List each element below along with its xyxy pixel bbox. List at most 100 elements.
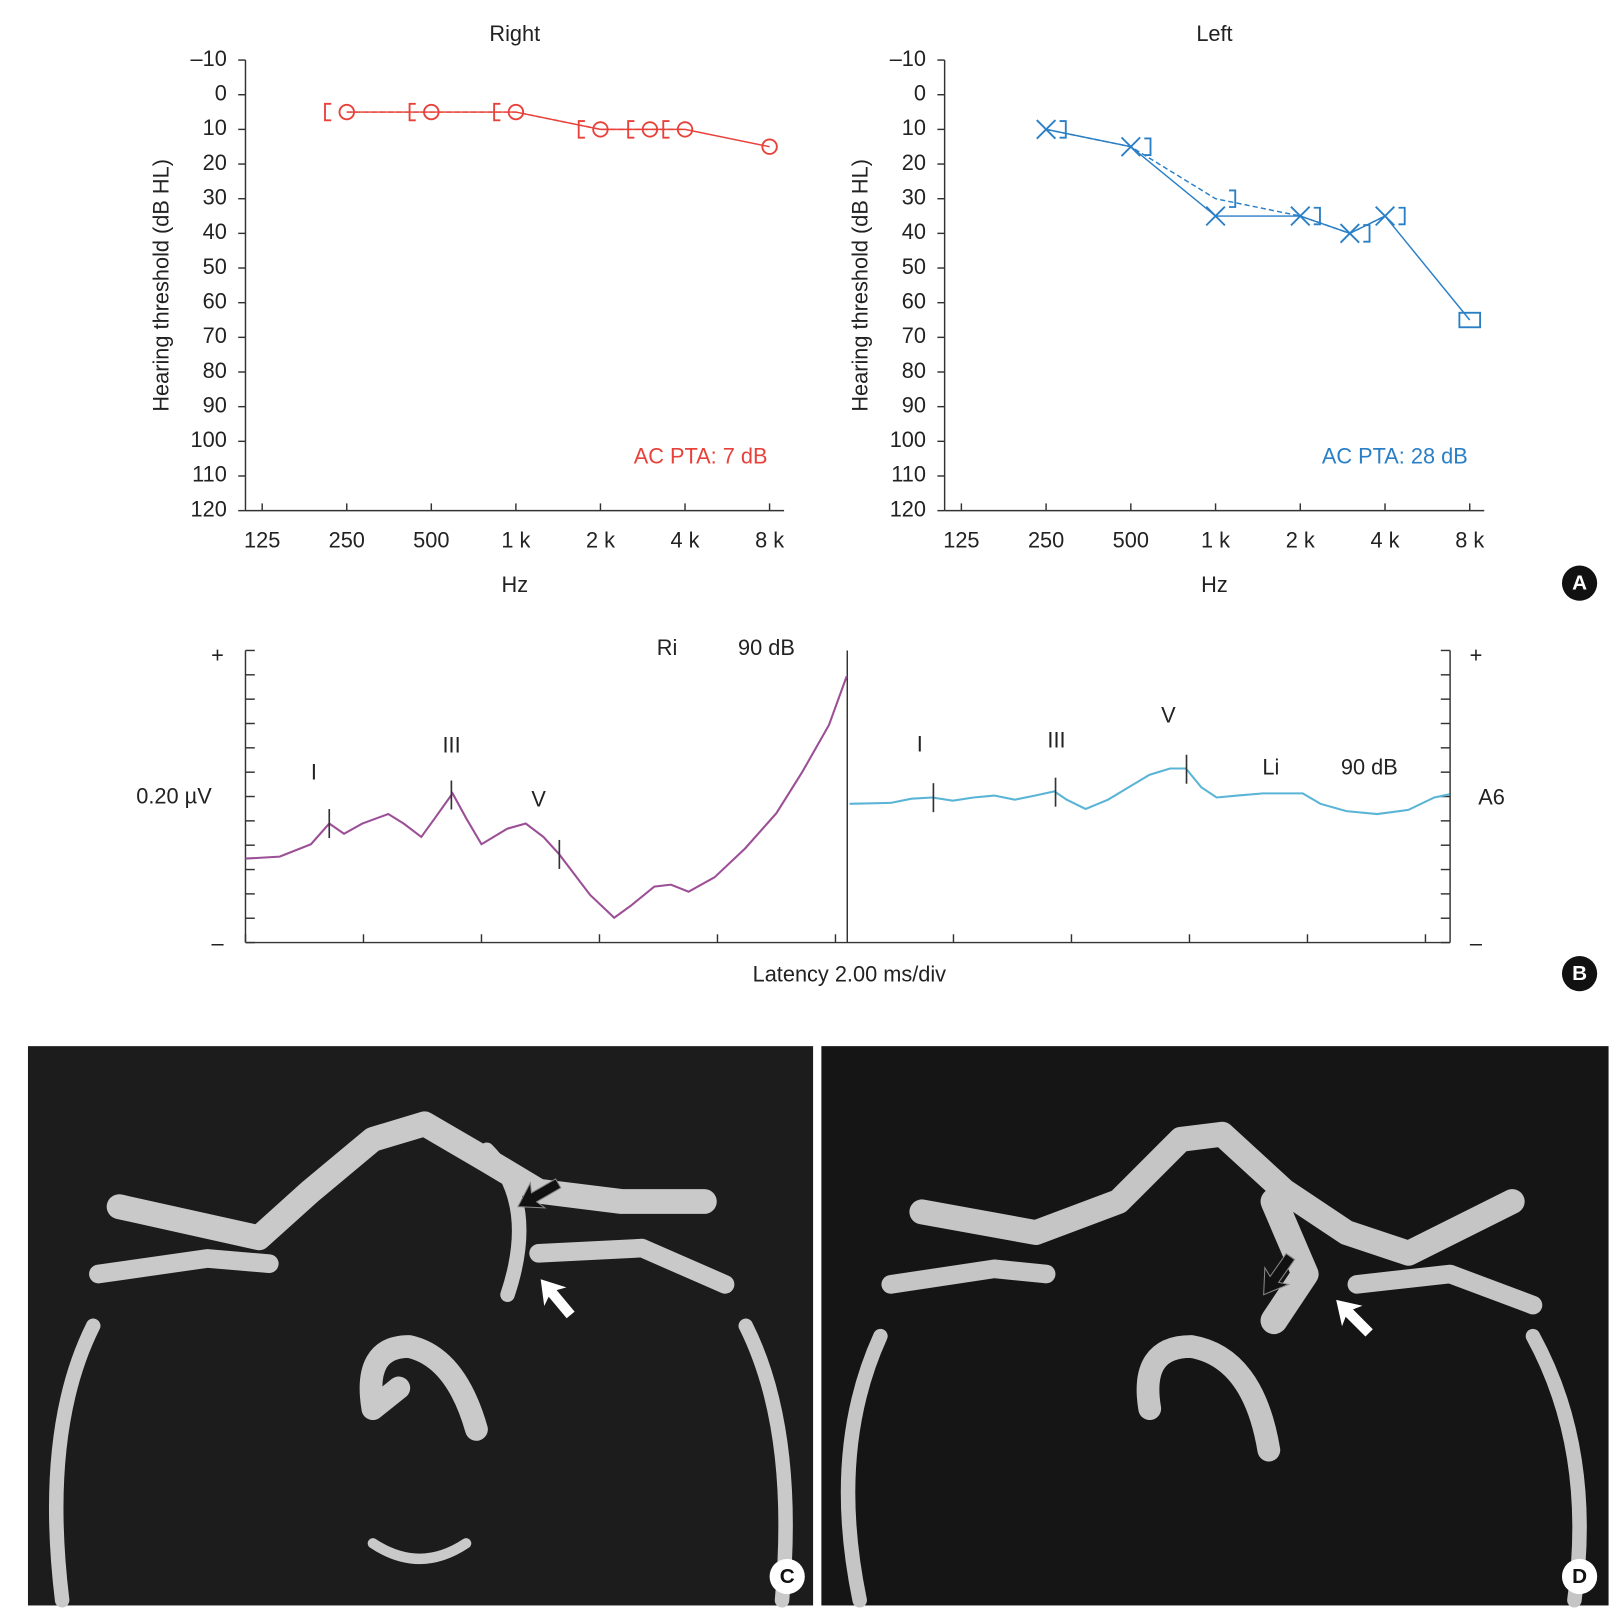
x-tick-label: 2 k [586,527,615,552]
bc-marker [324,102,332,122]
panel-label-badge [1561,1558,1598,1595]
y-tick-label: –10 [191,46,227,71]
x-tick-label: 2 k [1286,527,1315,552]
x-tick-label: 1 k [501,527,530,552]
x-axis-label: Hz [501,572,528,597]
annotation: AC PTA: 28 dB [1322,444,1468,469]
stimulus-level: 90 dB [1341,754,1398,779]
bc-marker [1229,189,1237,208]
peak-label: V [1161,703,1176,728]
channel-label: A6 [1478,784,1505,809]
chart-title: Left [1196,21,1232,46]
y-tick-label: 100 [191,427,227,452]
abr-trace [849,767,1450,816]
peak-label: I [917,732,923,757]
bc-marker [408,102,416,122]
y-tick-label: 0 [914,80,926,105]
x-tick-label: 125 [943,527,979,552]
canal [881,1259,1543,1315]
ac-marker [1036,119,1057,140]
x-tick-label: 8 k [755,527,784,552]
ac-marker [1375,206,1395,227]
mri-panel-c [27,1046,814,1606]
ac-marker [1458,311,1482,329]
y-tick-label: 40 [902,219,926,244]
x-tick-label: 250 [329,527,365,552]
mri-anatomy-c [48,1111,793,1608]
ac-marker [592,121,609,138]
y-tick-label: 40 [203,219,227,244]
y-tick-label: 90 [203,392,227,417]
y-tick-label: 90 [902,392,926,417]
bc-marker [627,120,635,139]
canal [89,1238,735,1294]
x-tick-label: 1 k [1201,527,1230,552]
x-tick-label: 4 k [671,527,700,552]
bc-marker [1398,206,1406,226]
bc-marker [577,120,585,139]
vermis [367,1538,472,1564]
stimulus-level: 90 dB [738,635,795,660]
x-tick-label: 250 [1028,527,1064,552]
y-tick-label: 10 [902,115,926,140]
y-tick-label: 80 [902,358,926,383]
y-tick-label: 0 [215,80,227,105]
panel-label-badge [1561,956,1598,992]
cistern [1260,1188,1319,1335]
panel-label-badge [769,1558,805,1595]
y-minus: – [1470,930,1483,955]
y-axis-label: Hearing threshold (dB HL) [148,159,173,412]
white-arrow [540,1279,575,1319]
peak-label: III [1047,727,1065,752]
y-tick-label: 50 [902,254,926,279]
panel-label: D [1572,1565,1587,1588]
x-tick-label: 500 [1113,527,1149,552]
mri-anatomy-d [840,1121,1587,1608]
peak-label: V [531,786,546,811]
bc-marker [1313,206,1321,226]
ac-marker [1290,206,1311,227]
y-tick-label: 120 [890,496,926,521]
brainstem [1136,1335,1281,1462]
y-tick-label: 70 [902,323,926,348]
y-tick-label: –10 [890,46,926,71]
y-axis-label: Hearing threshold (dB HL) [848,159,873,412]
black-arrow [517,1178,562,1209]
skull-edge [48,1318,793,1608]
x-tick-label: 4 k [1371,527,1400,552]
y-tick-label: 100 [890,427,926,452]
black-arrow [1263,1252,1296,1296]
bc-marker [1363,224,1371,243]
trace-name: Li [1262,754,1279,779]
y-tick-label: 10 [203,115,227,140]
y-plus: + [211,642,224,667]
y-tick-label: 50 [203,254,227,279]
y-tick-label: 30 [902,184,926,209]
ac-marker [761,138,778,155]
bc-marker [1059,120,1067,139]
white-arrow [1336,1299,1373,1337]
x-tick-label: 125 [244,527,280,552]
x-axis-label: Hz [1201,572,1228,597]
y-tick-label: 60 [902,288,926,313]
panel-label: B [1572,962,1587,985]
panel-label-badge [1561,565,1598,601]
bc-marker [662,120,670,139]
bc-line [346,111,686,131]
x-tick-label: 8 k [1455,527,1484,552]
bc-marker [493,102,501,122]
brainstem [359,1335,488,1441]
peak-label: I [311,759,317,784]
y-tick-label: 60 [203,288,227,313]
panel-label: C [780,1565,795,1588]
y-minus: – [211,930,224,955]
scale-label: 0.20 µV [136,783,212,808]
y-tick-label: 110 [192,462,227,487]
x-axis-label: Latency 2.00 ms/div [753,961,947,986]
mri-images [27,1046,1609,1608]
y-tick-label: 20 [203,150,227,175]
x-tick-label: 500 [413,527,449,552]
y-tick-label: 30 [203,184,227,209]
ac-marker [641,121,659,138]
